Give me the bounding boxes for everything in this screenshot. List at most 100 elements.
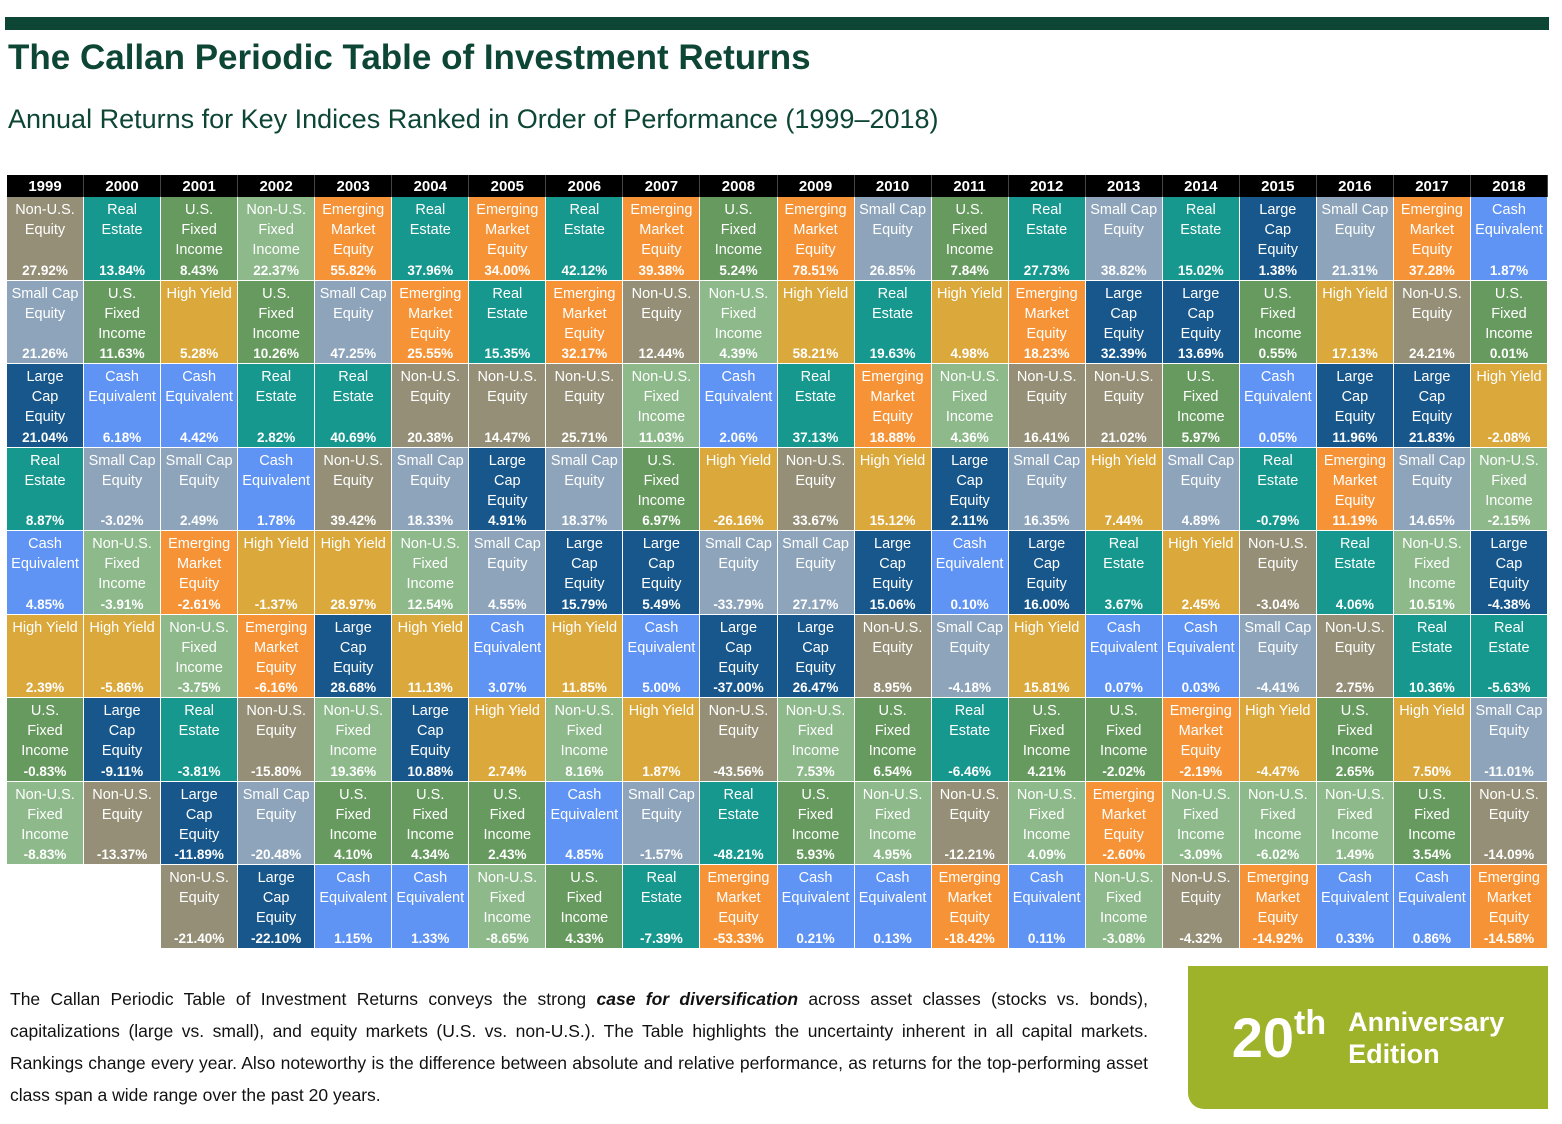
return-cell: U.S. Fixed Income 0.55% (1239, 280, 1317, 365)
return-value: -15.80% (251, 763, 302, 779)
return-value: 58.21% (792, 346, 839, 362)
return-cell: Real Estate 10.36% (1393, 614, 1471, 699)
return-value: 0.11% (1027, 931, 1066, 946)
return-value: -2.08% (1487, 429, 1531, 445)
asset-class-label: Real Estate (1334, 536, 1376, 573)
return-value: -48.21% (713, 847, 764, 863)
asset-class-label: High Yield (1168, 536, 1234, 553)
return-value: 21.83% (1409, 429, 1455, 445)
asset-class-label: Non-U.S. Equity (1248, 536, 1308, 573)
return-cell: Small Cap Equity 18.37% (546, 447, 624, 532)
return-cell: Cash Equivalent 1.33% (392, 865, 470, 949)
return-cell: Non-U.S. Equity 21.02% (1085, 364, 1163, 448)
return-cell: Non-U.S. Fixed Income -3.91% (84, 531, 162, 615)
asset-class-label: Cash Equivalent (1243, 369, 1312, 406)
return-cell: Non-U.S. Fixed Income 4.95% (854, 781, 932, 866)
return-cell: Cash Equivalent 6.18% (84, 364, 162, 448)
return-value: 1.78% (257, 513, 296, 529)
year-header: 1999 (7, 175, 85, 197)
asset-class-label: Cash Equivalent (1398, 870, 1466, 907)
return-value: 19.36% (330, 763, 377, 779)
asset-class-label: Emerging Market Equity (1323, 452, 1386, 509)
asset-class-label: Emerging Market Equity (707, 870, 770, 927)
year-header: 2000 (84, 175, 162, 197)
year-header: 2017 (1393, 175, 1471, 197)
asset-class-label: Small Cap Equity (1244, 619, 1312, 656)
asset-class-label: Real Estate (1488, 619, 1530, 656)
asset-class-label: High Yield (936, 285, 1003, 302)
asset-class-label: Non-U.S. Fixed Income (1325, 786, 1385, 843)
return-value: 13.84% (99, 262, 145, 278)
return-cell: High Yield 11.85% (546, 614, 624, 699)
return-cell: Large Cap Equity -4.38% (1470, 531, 1548, 615)
return-cell: Non-U.S. Fixed Income 7.53% (777, 698, 855, 782)
return-cell: Small Cap Equity 2.49% (161, 447, 239, 532)
asset-class-label: U.S. Fixed Income (175, 202, 223, 258)
year-header: 2002 (238, 175, 316, 197)
return-cell: Small Cap Equity 4.89% (1162, 447, 1240, 532)
asset-class-label: Non-U.S. Fixed Income (939, 369, 1000, 426)
asset-class-label: Non-U.S. Fixed Income (708, 285, 769, 342)
return-value: 4.39% (719, 346, 758, 362)
year-header: 2014 (1162, 175, 1240, 197)
return-value: -53.33% (713, 931, 764, 946)
return-cell: Emerging Market Equity -2.19% (1162, 698, 1240, 782)
asset-class-label: Non-U.S. Equity (1016, 369, 1077, 406)
return-value: 78.51% (792, 262, 839, 278)
asset-class-label: Large Cap Equity (564, 536, 605, 593)
return-value: 5.24% (719, 262, 758, 278)
return-cell: Large Cap Equity 26.47% (777, 614, 855, 699)
return-value: -4.38% (1487, 596, 1531, 612)
asset-class-label: Non-U.S. Equity (92, 786, 152, 823)
asset-class-label: Non-U.S. Fixed Income (1402, 536, 1462, 593)
return-value: 19.63% (869, 346, 916, 362)
return-cell: Non-U.S. Equity 27.92% (7, 197, 85, 281)
return-value: 24.21% (1409, 346, 1455, 362)
asset-class-label: Non-U.S. Fixed Income (1093, 870, 1154, 927)
return-cell: Non-U.S. Fixed Income 11.03% (623, 364, 701, 448)
asset-class-label: Small Cap Equity (165, 452, 233, 489)
asset-class-label: Emerging Market Equity (630, 202, 693, 258)
return-value: 14.65% (1409, 513, 1455, 529)
return-value: 0.21% (796, 931, 835, 946)
asset-class-label: Small Cap Equity (473, 536, 541, 573)
asset-class-label: Non-U.S. Equity (554, 369, 615, 406)
year-header: 2016 (1316, 175, 1394, 197)
return-value: -13.37% (96, 847, 148, 863)
asset-class-label: U.S. Fixed Income (868, 703, 917, 760)
return-cell: Large Cap Equity 16.00% (1008, 531, 1086, 615)
asset-class-label: Real Estate (794, 369, 837, 406)
asset-class-label: Large Cap Equity (718, 619, 759, 676)
return-cell: Cash Equivalent 0.03% (1162, 614, 1240, 699)
return-cell: Non-U.S. Fixed Income 4.09% (1008, 781, 1086, 866)
return-value: 1.15% (334, 931, 373, 946)
asset-class-label: Non-U.S. Fixed Income (169, 619, 229, 676)
asset-class-label: U.S. Fixed Income (21, 703, 69, 760)
year-header: 2008 (700, 175, 778, 197)
return-value: 0.55% (1258, 346, 1297, 362)
return-value: 4.89% (1181, 513, 1220, 529)
return-cell: Small Cap Equity -3.02% (84, 447, 162, 532)
year-header: 2015 (1239, 175, 1317, 197)
return-value: 11.96% (1332, 429, 1378, 445)
return-cell: High Yield 2.74% (469, 698, 547, 782)
return-cell: High Yield -1.37% (238, 531, 316, 615)
return-value: 10.51% (1409, 596, 1455, 612)
return-value: 1.87% (642, 763, 681, 779)
return-cell: U.S. Fixed Income 4.21% (1008, 698, 1086, 782)
return-cell: Cash Equivalent 0.86% (1393, 865, 1471, 949)
asset-class-label: Emerging Market Equity (1477, 870, 1540, 927)
asset-class-label: Emerging Market Equity (476, 202, 539, 258)
asset-class-label: Large Cap Equity (641, 536, 682, 593)
asset-class-label: Large Cap Equity (487, 452, 528, 509)
return-cell: Non-U.S. Equity -13.37% (84, 781, 162, 866)
return-cell: Large Cap Equity -37.00% (700, 614, 778, 699)
asset-class-label: Cash Equivalent (781, 870, 850, 907)
return-value: 10.88% (407, 763, 454, 779)
return-value: 11.19% (1332, 513, 1378, 529)
return-value: -14.09% (1483, 847, 1535, 863)
asset-class-label: High Yield (397, 619, 463, 636)
return-cell: Real Estate -3.81% (161, 698, 239, 782)
badge-line-1: Anniversary (1348, 1006, 1505, 1037)
return-value: 0.03% (1181, 680, 1220, 696)
